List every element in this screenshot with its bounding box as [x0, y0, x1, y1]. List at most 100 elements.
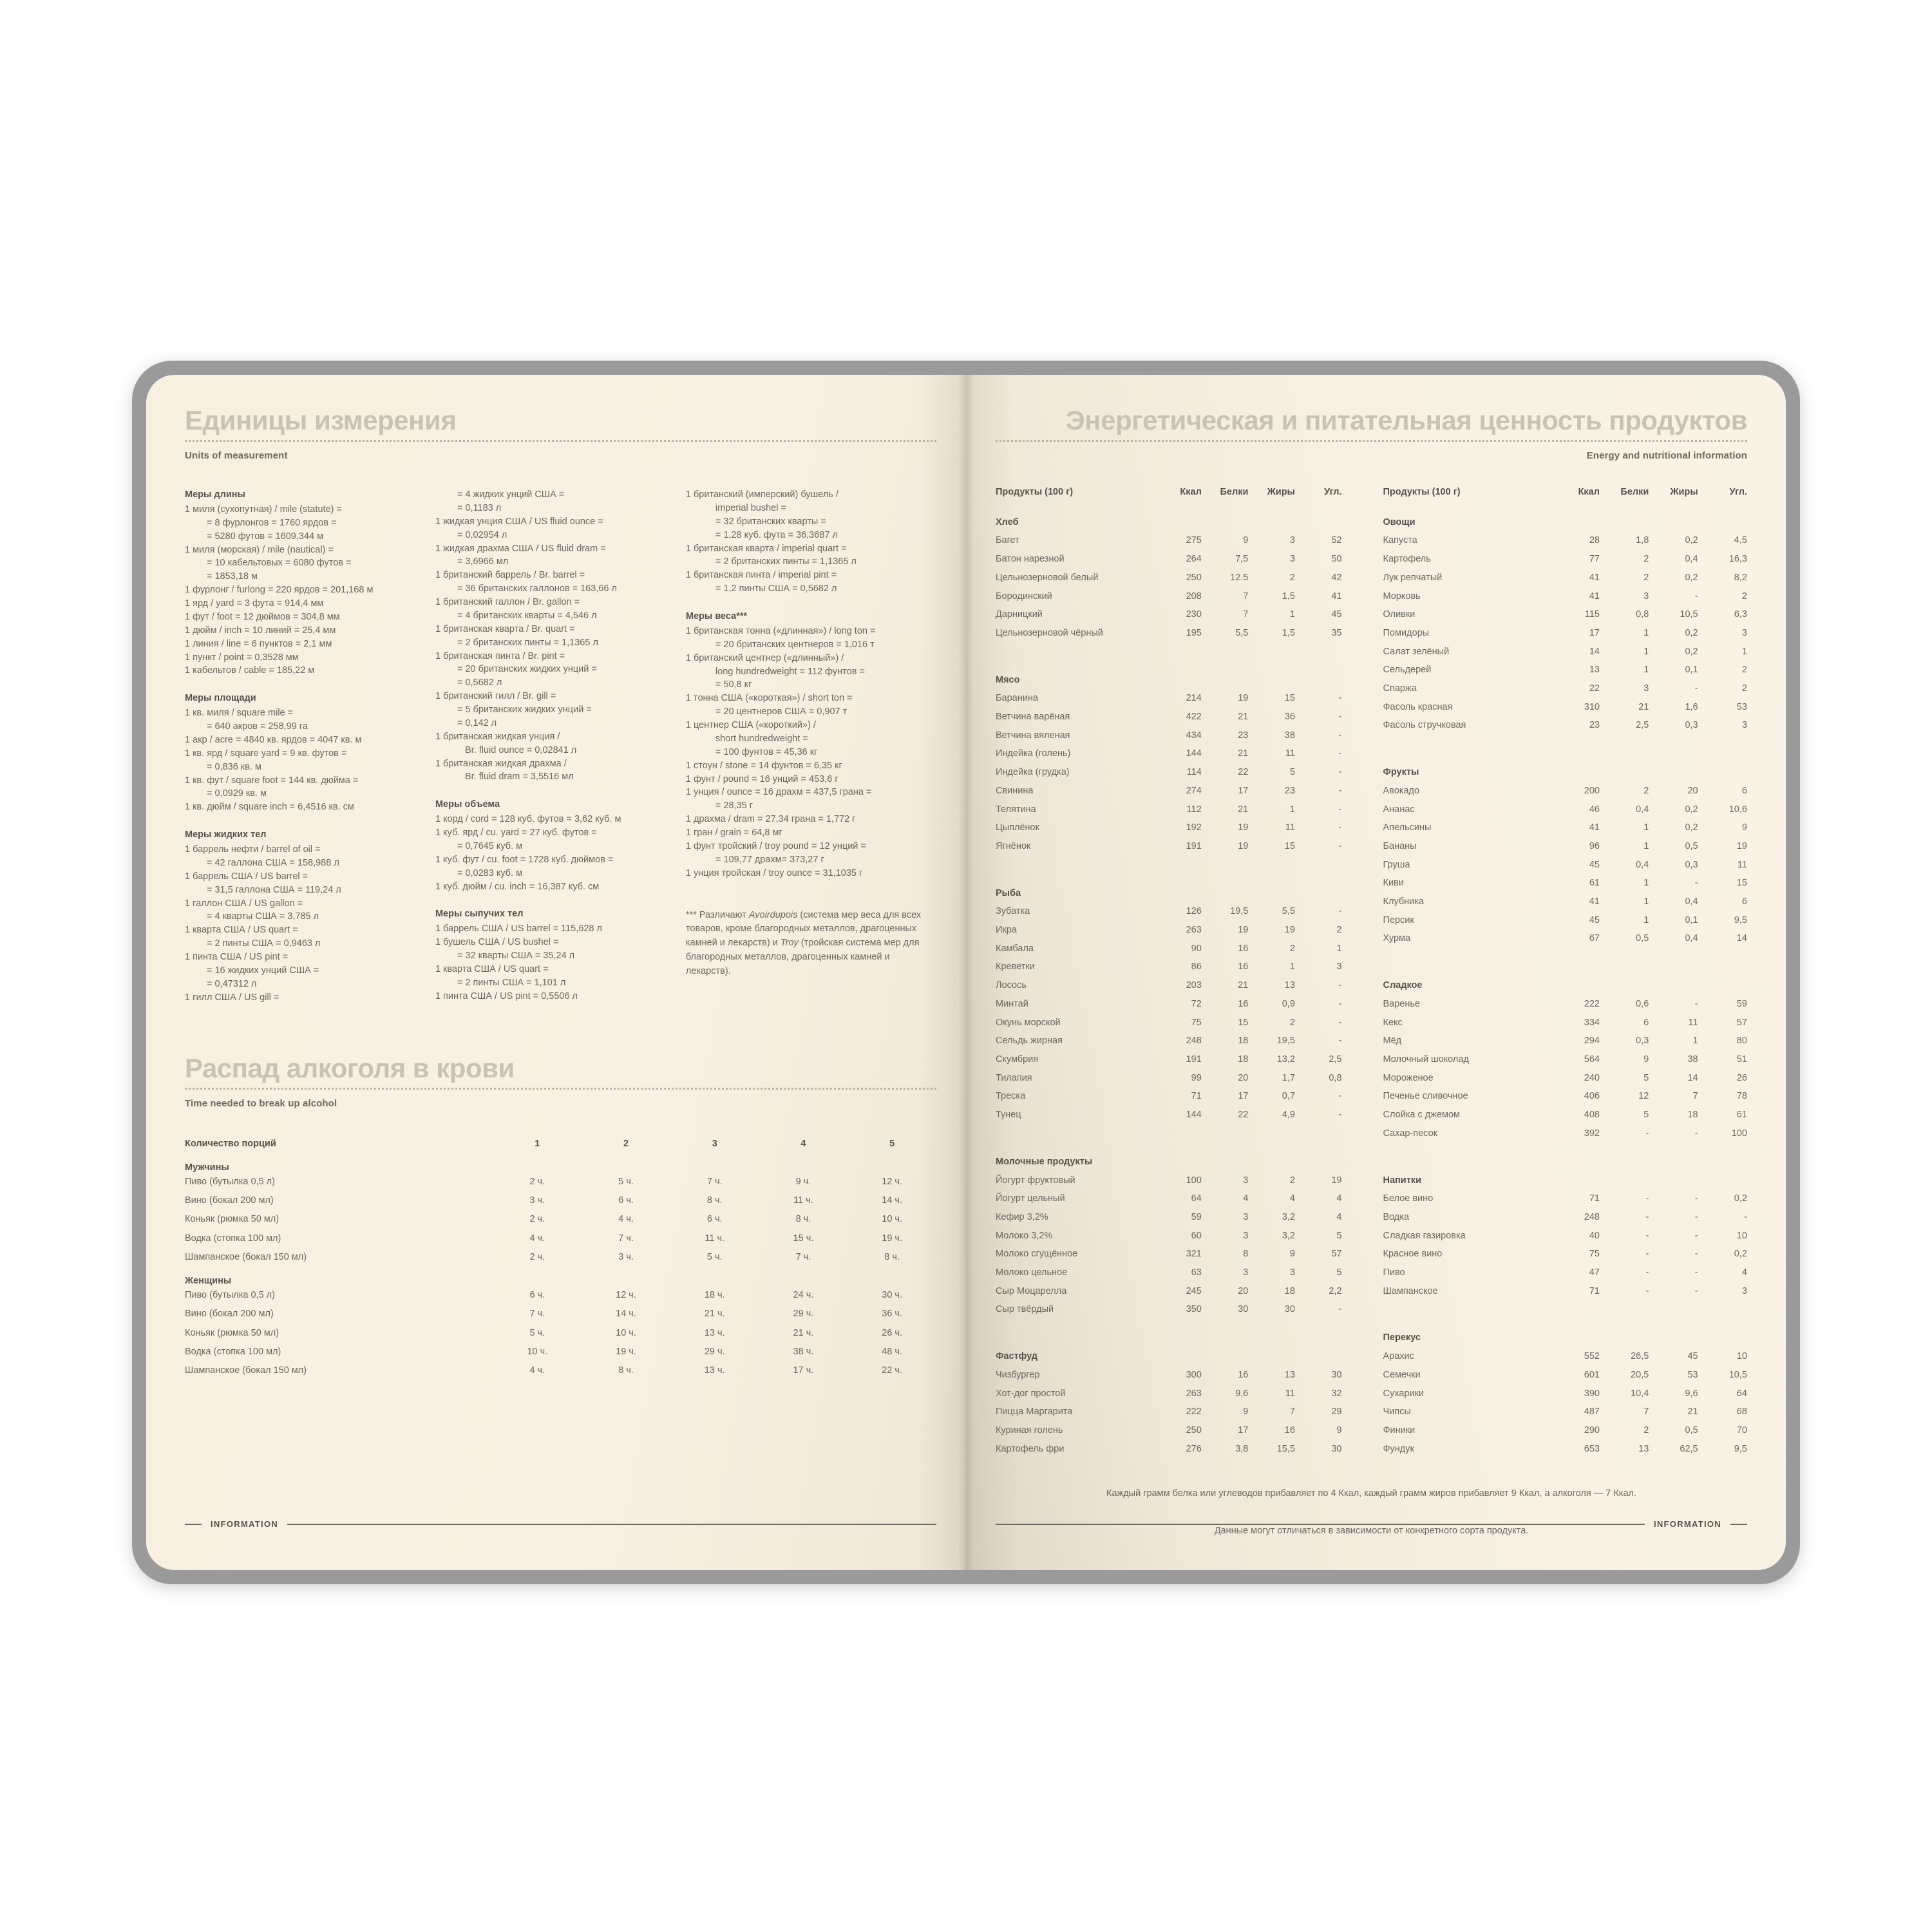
alcohol-drink-name: Коньяк (рюмка 50 мл) — [185, 1327, 279, 1338]
nutrition-table-row: Цыплёнок 192 19 11 - — [996, 819, 1342, 837]
nutrition-value: 0,2 — [1685, 535, 1698, 546]
notebook-cover: Единицы измерения Units of measurement М… — [132, 361, 1800, 1584]
units-line: = 0,1183 л — [457, 502, 502, 513]
units-line: = 42 галлона США = 158,988 л — [207, 857, 339, 868]
nutrition-value: 0,2 — [1734, 1193, 1747, 1204]
nutrition-value: 3,8 — [1235, 1443, 1249, 1454]
nutrition-value: 19 — [1331, 1175, 1342, 1186]
nutrition-value: 64 — [1191, 1193, 1202, 1204]
nutrition-value: 19 — [1238, 822, 1249, 833]
nutrition-value: 99 — [1191, 1072, 1202, 1083]
units-line: = 28,35 г — [715, 800, 753, 811]
nutrition-product-name: Картофель — [1383, 554, 1431, 565]
nutrition-value: 23 — [1284, 785, 1295, 796]
nutrition-value: 3,2 — [1282, 1230, 1295, 1241]
units-group: Меры площади 1 кв. миля / square mile = = … — [185, 692, 425, 814]
nutrition-value: 21 — [1638, 701, 1649, 712]
units-line: 1 миля (морская) / mile (nautical) = — [185, 544, 334, 555]
alcohol-hours-value: 15 ч. — [793, 1233, 814, 1244]
nutrition-column-right: Овощи Капуста 28 1,8 0,2 4,5 Картофель 77 2 0,4 16… — [1372, 502, 1748, 1459]
nutrition-value: - — [1694, 1267, 1698, 1278]
nutrition-table-row: Индейка (голень) 144 21 11 - — [996, 744, 1342, 763]
alcohol-hours-value: 29 ч. — [793, 1309, 814, 1320]
units-group: Меры объема 1 корд / cord = 128 куб. футо… — [435, 798, 676, 893]
nutrition-value: 1 — [1336, 943, 1342, 954]
nutrition-value: 3 — [1643, 683, 1649, 694]
nutrition-product-name: Капуста — [1383, 535, 1417, 546]
nutrition-value: 12 — [1638, 1091, 1649, 1102]
nutrition-product-name: Картофель фри — [996, 1443, 1065, 1454]
nutrition-value: 0,1 — [1685, 914, 1698, 925]
units-line: 1 дюйм / inch = 10 линий = 25,4 мм — [185, 625, 336, 636]
nutrition-product-name: Молоко цельное — [996, 1267, 1068, 1278]
alcohol-drink-name: Водка (стопка 100 мл) — [185, 1347, 281, 1358]
nutrition-table-row: Авокадо 200 2 20 6 — [1383, 782, 1748, 800]
nutrition-value: 21 — [1238, 804, 1249, 815]
units-group-heading: Меры веса*** — [685, 611, 748, 621]
nutrition-value: 5,5 — [1282, 906, 1295, 917]
nutrition-value: 18 — [1238, 1036, 1249, 1046]
nutrition-value: 126 — [1186, 906, 1202, 917]
nutrition-value: - — [1338, 693, 1342, 704]
nutrition-value: 0,2 — [1685, 804, 1698, 815]
units-line: 1 стоун / stone = 14 фунтов = 6,35 кг — [685, 760, 842, 771]
alcohol-table-row: Пиво (бутылка 0,5 л) 2 ч. 5 ч. 7 ч. 9 ч. 12 ч… — [185, 1173, 936, 1191]
alcohol-hours-value: 5 ч. — [529, 1327, 545, 1338]
nutrition-value: - — [1338, 785, 1342, 796]
nutrition-value: 422 — [1186, 712, 1202, 723]
units-line: 1 драхма / dram = 27,34 грана = 1,772 г — [685, 814, 856, 825]
alcohol-hours-value: 11 ч. — [793, 1195, 813, 1206]
nutrition-product-name: Цельнозерновой чёрный — [996, 627, 1103, 638]
units-line: 1 пункт / point = 0,3528 мм — [185, 652, 299, 663]
nutrition-value: 7 — [1289, 1406, 1295, 1417]
units-line: = 2 пинты США = 1,101 л — [457, 977, 566, 988]
units-line: = 20 центнеров США = 0,907 т — [715, 706, 848, 717]
nutrition-value: 8,2 — [1734, 572, 1747, 583]
nutrition-product-name: Батон нарезной — [996, 554, 1065, 565]
nutrition-value: 552 — [1584, 1351, 1600, 1362]
nutrition-value: 334 — [1584, 1017, 1600, 1028]
nutrition-value: - — [1338, 840, 1342, 851]
nutrition-value: 9 — [1741, 822, 1747, 833]
nutrition-value: 0,5 — [1636, 933, 1649, 944]
alcohol-table-row: Водка (стопка 100 мл) 10 ч. 19 ч. 29 ч. 38 ч… — [185, 1343, 936, 1361]
units-line: 1 фут / foot = 12 дюймов = 304,8 мм — [185, 611, 340, 622]
nutrition-product-name: Йогурт фруктовый — [996, 1175, 1075, 1186]
alcohol-hours-value: 18 ч. — [704, 1290, 725, 1301]
nutrition-value: 50 — [1331, 554, 1342, 565]
units-line: 1 британский галлон / Br. gallon = — [435, 597, 580, 607]
nutrition-value: 15,5 — [1276, 1443, 1295, 1454]
nutrition-value: 7 — [1692, 1091, 1698, 1102]
nutrition-value: 100 — [1186, 1175, 1202, 1186]
nutrition-value: 15 — [1736, 878, 1747, 889]
nutrition-product-name: Помидоры — [1383, 627, 1430, 638]
nutrition-column-header: Ккал — [1180, 487, 1202, 497]
nutrition-value: 13,2 — [1276, 1054, 1295, 1065]
nutrition-table-row: Скумбрия 191 18 13,2 2,5 — [996, 1050, 1342, 1069]
units-line: 1 кв. фут / square foot = 144 кв. дюйма … — [185, 775, 359, 786]
units-footnote: *** Различают Avoirdupois (система мер в… — [685, 909, 922, 976]
nutrition-product-name: Баранина — [996, 693, 1038, 704]
nutrition-table-row: Кекс 334 6 11 57 — [1383, 1014, 1748, 1032]
units-group: = 4 жидких унций США = = 0,1183 л 1 жидкая… — [435, 488, 676, 784]
nutrition-table-row: Водка 248 - - - — [1383, 1208, 1748, 1227]
nutrition-value: 1 — [1692, 1036, 1698, 1046]
nutrition-table-row: Сыр Моцарелла 245 20 18 2,2 — [996, 1282, 1342, 1301]
nutrition-value: 13 — [1284, 1369, 1295, 1380]
nutrition-value: 3 — [1336, 961, 1342, 972]
nutrition-table-row: Оливки 115 0,8 10,5 6,3 — [1383, 605, 1748, 624]
units-line: short hundredweight = — [715, 733, 808, 744]
nutrition-product-name: Свинина — [996, 785, 1034, 796]
nutrition-table-row: Йогурт цельный 64 4 4 4 — [996, 1189, 1342, 1208]
nutrition-value: 9 — [1643, 1054, 1649, 1065]
nutrition-value: 112 — [1186, 804, 1202, 815]
alcohol-hours-value: 2 ч. — [529, 1251, 545, 1262]
nutrition-value: 5,5 — [1235, 627, 1249, 638]
nutrition-column-left: Хлеб Багет 275 9 3 52 Батон нарезной 264 7,5 3 50 Ц… — [996, 502, 1372, 1459]
units-line: 1 британский гилл / Br. gill = — [435, 691, 556, 702]
nutrition-value: 22 — [1589, 683, 1600, 694]
nutrition-product-name: Ананас — [1383, 804, 1415, 815]
alcohol-table-row: Шампанское (бокал 150 мл) 4 ч. 8 ч. 13 ч. 17… — [185, 1361, 936, 1380]
units-line: 1 жидкая драхма США / US fluid dram = — [435, 543, 606, 554]
nutrition-note-2: Данные могут отличаться в зависимости от… — [1214, 1525, 1529, 1536]
